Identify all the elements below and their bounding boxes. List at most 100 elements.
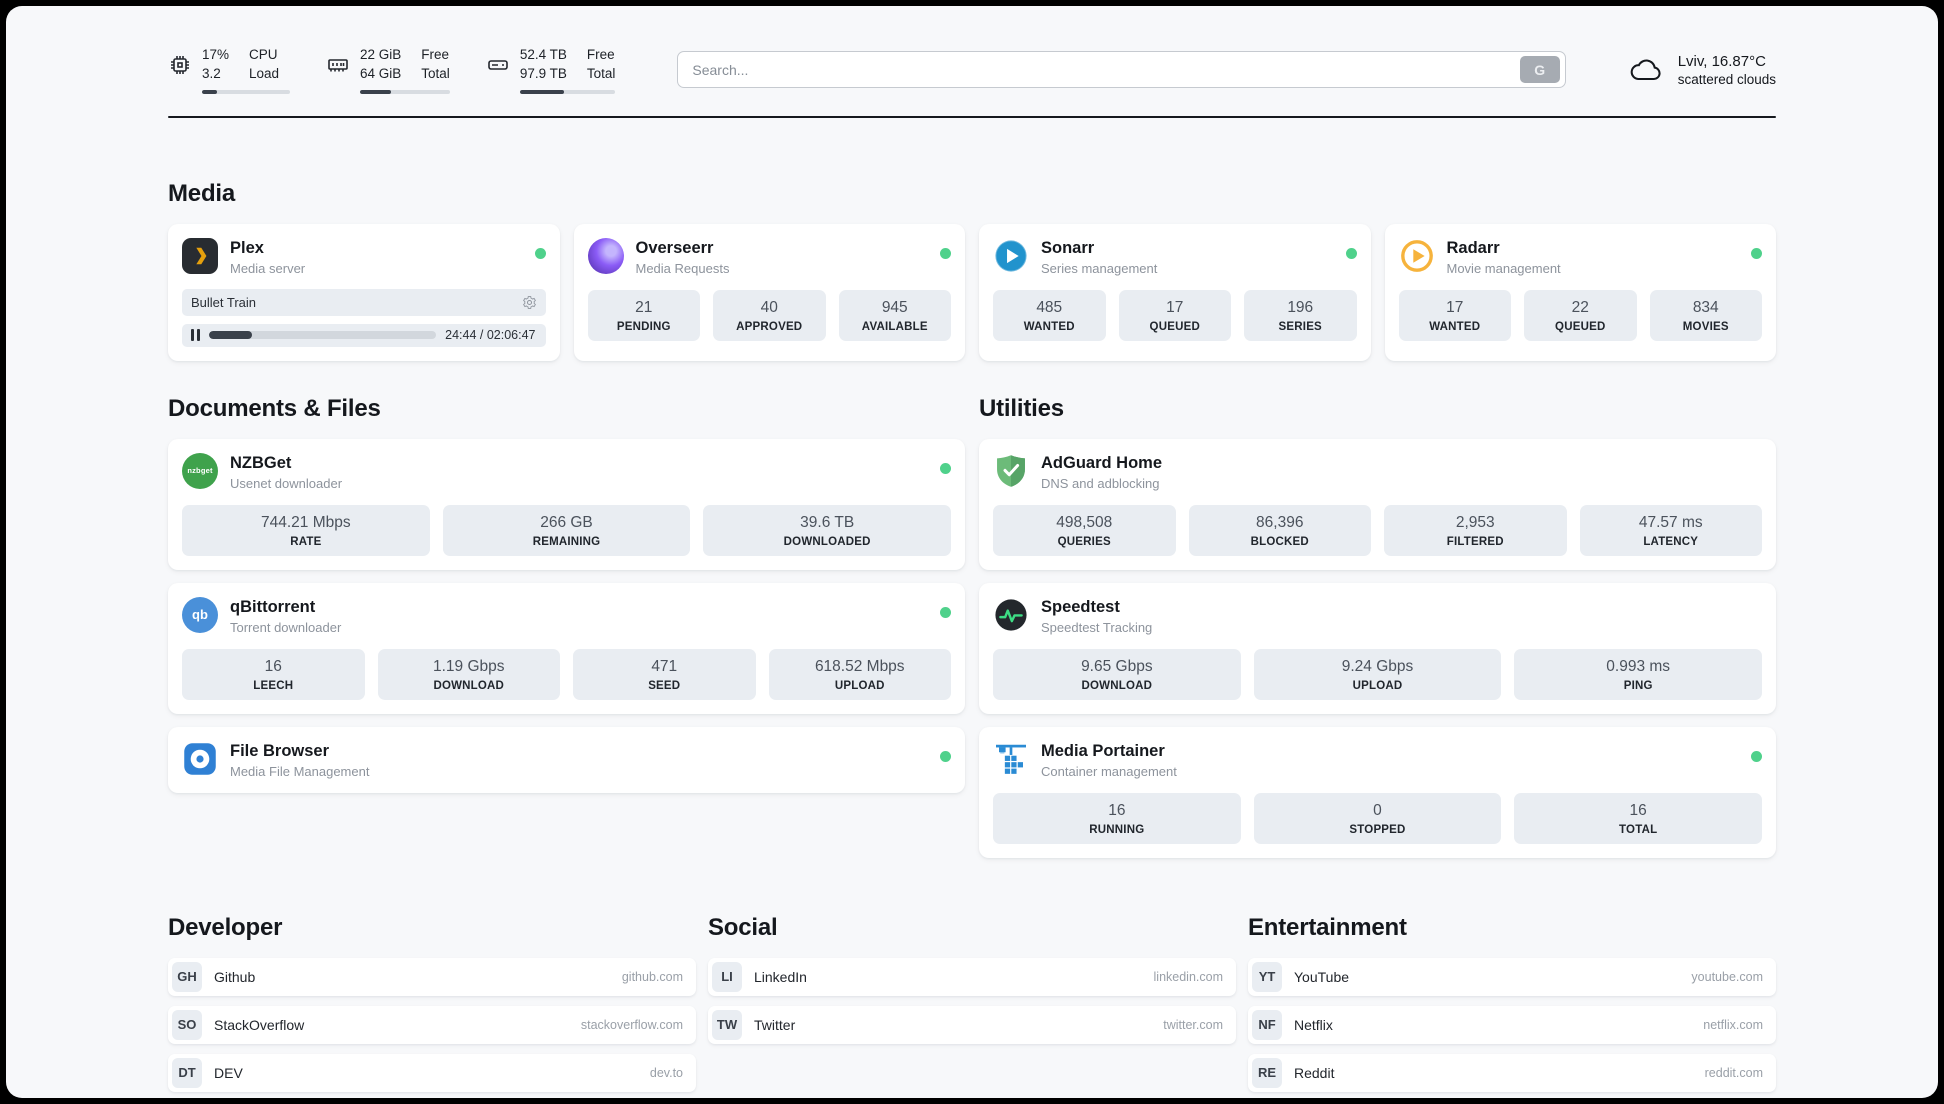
- service-card-qbittorrent[interactable]: qb qBittorrent Torrent downloader 16 LEEC…: [168, 582, 965, 714]
- service-card-portainer[interactable]: Media Portainer Container management 16 R…: [979, 726, 1776, 858]
- service-name: qBittorrent: [230, 597, 316, 616]
- service-name: Overseerr: [635, 238, 714, 257]
- radarr-icon: [1399, 238, 1435, 274]
- service-name: Sonarr: [1041, 238, 1095, 257]
- service-card-speedtest[interactable]: Speedtest Speedtest Tracking 9.65 Gbps DO…: [979, 582, 1776, 714]
- service-name: Speedtest: [1041, 597, 1120, 616]
- stat-tile: 9.65 Gbps DOWNLOAD: [993, 648, 1241, 700]
- weather-condition: scattered clouds: [1677, 71, 1776, 87]
- bookmark-linkedin[interactable]: LI LinkedIn linkedin.com: [708, 957, 1236, 996]
- gear-icon[interactable]: [522, 295, 537, 310]
- section-title-developer: Developer: [168, 913, 283, 941]
- search-engine-button[interactable]: G: [1519, 56, 1560, 84]
- bookmark-badge: SO: [172, 1009, 202, 1040]
- bookmark-url: linkedin.com: [1153, 969, 1223, 984]
- overseerr-icon: [587, 237, 624, 274]
- service-name: AdGuard Home: [1041, 453, 1163, 472]
- stat-tile: 0 STOPPED: [1253, 792, 1502, 844]
- stat-tile: 16 LEECH: [182, 648, 365, 700]
- status-online-indicator: [940, 606, 951, 618]
- bookmark-reddit[interactable]: RE Reddit reddit.com: [1248, 1053, 1776, 1092]
- service-card-radarr[interactable]: Radarr Movie management 17 WANTED 22 QUEUE…: [1384, 223, 1776, 361]
- pause-icon[interactable]: [191, 329, 200, 342]
- service-card-adguard[interactable]: AdGuard Home DNS and adblocking 498,508 Q…: [979, 438, 1776, 570]
- now-playing-title: Bullet Train: [191, 294, 257, 310]
- service-subtitle: Media server: [230, 260, 306, 276]
- nzbget-icon: nzbget: [182, 452, 218, 489]
- stat-tile: 2,953 FILTERED: [1384, 504, 1567, 556]
- status-online-indicator: [1345, 247, 1357, 259]
- stat-tile: 471 SEED: [573, 648, 756, 700]
- ram-usage-widget: 22 GiB 64 GiB Free Total: [326, 46, 450, 94]
- service-subtitle: Torrent downloader: [230, 619, 342, 635]
- service-subtitle: Speedtest Tracking: [1041, 619, 1153, 635]
- stat-tile: 834 MOVIES: [1649, 289, 1762, 341]
- cloud-icon: [1628, 56, 1666, 83]
- filebrowser-icon: [182, 741, 218, 777]
- stat-tile: 196 SERIES: [1244, 289, 1357, 341]
- stat-tile: 16 RUNNING: [993, 792, 1241, 844]
- service-name: NZBGet: [230, 453, 292, 472]
- bookmark-section-social: Social LI LinkedIn linkedin.com TW Twitt…: [708, 914, 1236, 1092]
- playback-progress-track[interactable]: [209, 331, 437, 340]
- service-subtitle: Series management: [1041, 260, 1158, 276]
- header-divider: [168, 115, 1776, 118]
- speedtest-icon: [993, 597, 1029, 633]
- service-card-overseerr[interactable]: Overseerr Media Requests 21 PENDING 40 APP…: [573, 223, 965, 361]
- service-card-sonarr[interactable]: Sonarr Series management 485 WANTED 17 QUE…: [979, 223, 1371, 361]
- bookmark-badge: NF: [1252, 1009, 1282, 1040]
- ram-icon: [326, 53, 350, 77]
- bookmark-url: reddit.com: [1704, 1065, 1763, 1080]
- cpu-values: 17% 3.2: [202, 47, 230, 81]
- bookmark-url: stackoverflow.com: [580, 1017, 683, 1032]
- section-title-entertainment: Entertainment: [1248, 913, 1407, 941]
- stat-tile: 0.993 ms PING: [1514, 648, 1762, 700]
- section-documents: Documents & Files nzbget NZBGet Usenet d…: [168, 395, 965, 858]
- ram-values: 22 GiB 64 GiB: [360, 47, 402, 81]
- cpu-labels: CPU Load: [249, 47, 280, 81]
- service-card-plex[interactable]: Plex Media server Bullet Train: [168, 223, 560, 361]
- bookmark-name: LinkedIn: [754, 968, 807, 985]
- service-name: File Browser: [230, 741, 330, 760]
- disk-usage-widget: 52.4 TB 97.9 TB Free Total: [486, 46, 616, 94]
- bookmark-name: Reddit: [1294, 1064, 1335, 1081]
- bookmark-github[interactable]: GH Github github.com: [168, 957, 696, 996]
- service-card-filebrowser[interactable]: File Browser Media File Management: [168, 726, 965, 793]
- status-online-indicator: [1751, 247, 1762, 259]
- bookmark-badge: YT: [1252, 961, 1282, 992]
- bookmark-name: Netflix: [1294, 1016, 1333, 1033]
- section-title-documents: Documents & Files: [168, 394, 381, 422]
- bookmark-name: Twitter: [754, 1016, 796, 1033]
- service-subtitle: Media File Management: [230, 763, 370, 779]
- status-online-indicator: [534, 247, 546, 259]
- disk-progress-bar: [519, 89, 616, 94]
- section-media: Media Plex Media server Bullet Train: [168, 180, 1776, 361]
- status-online-indicator: [1751, 750, 1762, 762]
- search-input[interactable]: [692, 61, 1520, 78]
- bookmark-twitter[interactable]: TW Twitter twitter.com: [708, 1005, 1236, 1044]
- qbittorrent-icon: qb: [182, 596, 218, 633]
- service-subtitle: DNS and adblocking: [1041, 475, 1160, 491]
- bookmark-youtube[interactable]: YT YouTube youtube.com: [1248, 957, 1776, 996]
- weather-text: Lviv, 16.87°C scattered clouds: [1678, 53, 1776, 87]
- bookmark-stackoverflow[interactable]: SO StackOverflow stackoverflow.com: [168, 1005, 696, 1044]
- weather-location: Lviv, 16.87°C: [1677, 52, 1766, 70]
- adguard-icon: [993, 453, 1029, 489]
- plex-icon: [182, 237, 218, 274]
- ram-progress-bar: [360, 89, 450, 94]
- disk-values: 52.4 TB 97.9 TB: [519, 47, 567, 81]
- bookmark-name: DEV: [214, 1064, 243, 1081]
- bookmark-dev[interactable]: DT DEV dev.to: [168, 1053, 696, 1092]
- bookmark-url: twitter.com: [1163, 1017, 1223, 1032]
- ram-labels: Free Total: [421, 47, 450, 81]
- bookmark-badge: DT: [172, 1057, 202, 1088]
- service-card-nzbget[interactable]: nzbget NZBGet Usenet downloader 744.21 M…: [168, 438, 965, 570]
- bookmark-netflix[interactable]: NF Netflix netflix.com: [1248, 1005, 1776, 1044]
- bookmark-name: StackOverflow: [214, 1016, 305, 1033]
- stat-tile: 618.52 Mbps UPLOAD: [768, 648, 951, 700]
- search-bar: G: [677, 51, 1566, 89]
- service-name: Media Portainer: [1041, 741, 1165, 760]
- stat-tile: 17 QUEUED: [1118, 289, 1231, 341]
- service-subtitle: Container management: [1041, 763, 1177, 779]
- service-name: Plex: [230, 238, 264, 257]
